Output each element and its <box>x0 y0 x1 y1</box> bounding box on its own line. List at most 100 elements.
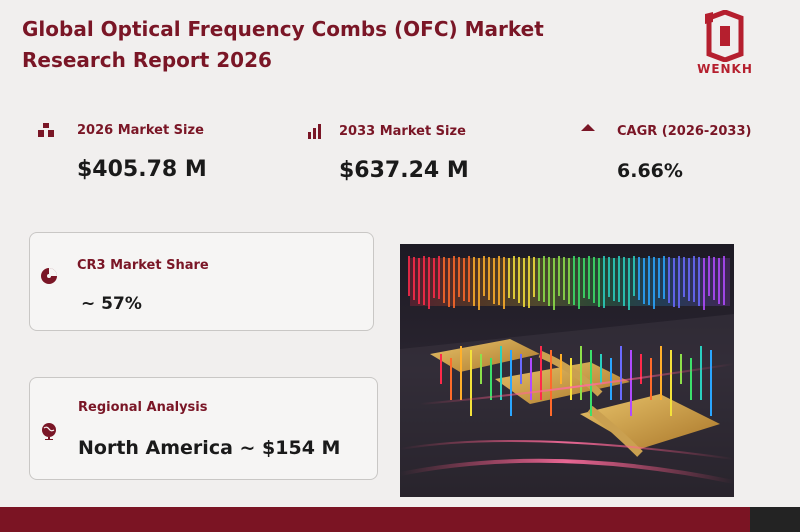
comb-line <box>428 257 430 309</box>
metric-value: $405.78 M <box>77 157 207 182</box>
comb-line <box>610 358 612 400</box>
comb-line <box>490 358 492 400</box>
comb-line <box>583 258 585 298</box>
metric-value: $637.24 M <box>339 158 469 183</box>
report-title: Global Optical Frequency Combs (OFC) Mar… <box>22 14 622 76</box>
comb-line <box>480 354 482 384</box>
comb-line <box>698 257 700 306</box>
comb-line <box>718 258 720 304</box>
bar-chart-icon <box>308 124 321 139</box>
wenkh-logo: WENKH <box>679 10 771 90</box>
optical-comb-chip-image <box>400 244 734 497</box>
comb-line <box>603 256 605 308</box>
comb-line <box>570 358 572 400</box>
bar-chart-rising-icon <box>38 123 54 137</box>
comb-line <box>578 257 580 309</box>
footer-bar <box>0 507 800 532</box>
comb-line <box>613 258 615 301</box>
comb-line <box>483 256 485 296</box>
comb-line <box>580 346 582 400</box>
report-title-line-1: Global Optical Frequency Combs (OFC) Mar… <box>22 17 544 41</box>
comb-line <box>700 346 702 400</box>
comb-line <box>693 256 695 302</box>
comb-line <box>548 257 550 306</box>
comb-line <box>450 358 452 400</box>
comb-line <box>618 256 620 302</box>
pie-chart-icon <box>41 268 57 284</box>
comb-line <box>633 256 635 296</box>
comb-line <box>638 257 640 300</box>
comb-line <box>550 350 552 416</box>
comb-line <box>688 258 690 301</box>
comb-line <box>650 358 652 400</box>
comb-line <box>500 346 502 400</box>
comb-line <box>448 258 450 307</box>
comb-line <box>553 258 555 310</box>
comb-line <box>468 256 470 302</box>
comb-line <box>573 256 575 305</box>
logo-text: WENKH <box>697 62 753 76</box>
comb-line <box>443 257 445 303</box>
comb-line <box>558 256 560 296</box>
metric-label: 2026 Market Size <box>77 123 204 138</box>
wenkh-logo-icon <box>705 10 744 62</box>
comb-line <box>418 258 420 304</box>
regional-label: Regional Analysis <box>78 400 208 415</box>
comb-line <box>513 256 515 299</box>
comb-line <box>413 257 415 300</box>
comb-line <box>543 256 545 302</box>
comb-line <box>713 257 715 300</box>
comb-line <box>508 258 510 298</box>
comb-line <box>560 354 562 384</box>
comb-line <box>648 256 650 305</box>
comb-line <box>473 257 475 306</box>
metric-value: 6.66% <box>617 160 683 182</box>
comb-line <box>703 258 705 310</box>
comb-line <box>470 350 472 416</box>
comb-line <box>458 257 460 297</box>
comb-line <box>640 354 642 384</box>
cr3-label: CR3 Market Share <box>77 258 209 273</box>
comb-line <box>623 257 625 306</box>
comb-line <box>528 256 530 308</box>
comb-line <box>670 350 672 416</box>
comb-line <box>608 257 610 297</box>
comb-line <box>523 258 525 307</box>
comb-line <box>453 256 455 308</box>
comb-line <box>423 256 425 305</box>
comb-line <box>660 346 662 400</box>
comb-line <box>503 257 505 309</box>
comb-line <box>440 354 442 384</box>
comb-line <box>588 256 590 299</box>
comb-line <box>620 346 622 400</box>
comb-line <box>663 256 665 299</box>
cr3-value: ~ 57% <box>81 294 142 314</box>
metric-label: 2033 Market Size <box>339 124 466 139</box>
comb-line <box>463 258 465 301</box>
comb-line <box>600 354 602 384</box>
comb-line <box>438 256 440 299</box>
comb-line <box>723 256 725 305</box>
comb-line <box>668 257 670 303</box>
comb-line <box>408 256 410 296</box>
triangle-up-icon <box>581 124 595 131</box>
comb-line <box>673 258 675 307</box>
comb-line <box>708 256 710 296</box>
comb-line <box>530 358 532 400</box>
report-title-line-2: Research Report 2026 <box>22 48 272 72</box>
regional-analysis-card: Regional Analysis North America ~ $154 M <box>29 377 378 480</box>
cr3-market-share-card: CR3 Market Share ~ 57% <box>29 232 374 331</box>
comb-line <box>653 257 655 309</box>
regional-value: North America ~ $154 M <box>78 437 341 459</box>
comb-line <box>568 258 570 304</box>
comb-line <box>563 257 565 300</box>
comb-line <box>690 358 692 400</box>
comb-line <box>593 257 595 303</box>
comb-line <box>630 350 632 416</box>
comb-line <box>658 258 660 298</box>
footer-dark-block <box>750 507 800 532</box>
comb-line <box>460 346 462 400</box>
comb-line <box>488 257 490 300</box>
comb-line <box>520 354 522 384</box>
metric-label: CAGR (2026-2033) <box>617 124 752 139</box>
